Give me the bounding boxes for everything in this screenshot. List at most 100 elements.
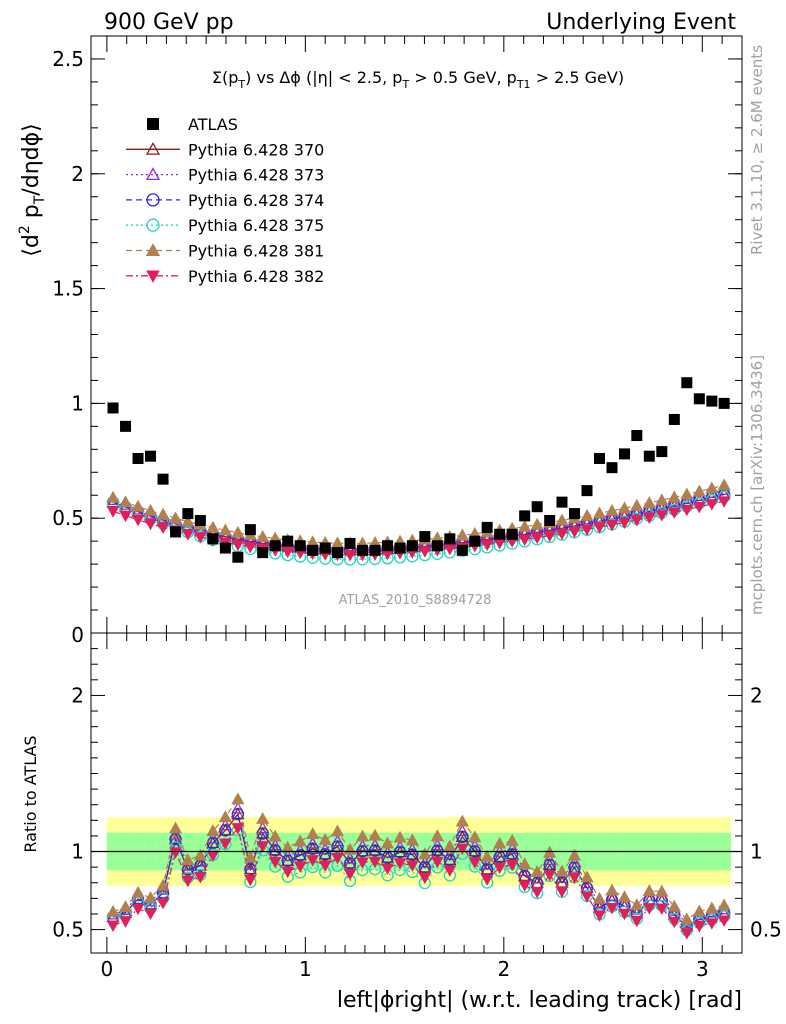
ratio-series-point	[318, 842, 332, 855]
legend-label: ATLAS	[188, 115, 238, 134]
atlas-point	[681, 377, 693, 389]
main-series-point	[143, 503, 158, 516]
main-series-line	[112, 493, 725, 551]
ratio-series-point	[655, 903, 669, 915]
atlas-point	[519, 510, 531, 522]
atlas-point	[656, 446, 668, 458]
legend-marker	[145, 141, 161, 155]
ratio-series-point	[443, 839, 457, 852]
ratio-series-point	[119, 916, 132, 928]
header-right: Underlying Event	[546, 10, 736, 35]
ratio-y-ticks: 0.5 0.5 1 1 2 2	[52, 648, 782, 942]
ratio-series-point	[318, 833, 332, 845]
atlas-point	[431, 540, 443, 552]
main-series-point	[343, 550, 357, 562]
main-series-point	[418, 546, 432, 558]
ratio-series-point	[293, 861, 307, 873]
main-series-point	[231, 539, 245, 552]
ratio-series-point	[218, 810, 232, 823]
ratio-series-point	[405, 833, 419, 846]
ratio-series-point	[480, 849, 494, 862]
ratio-series-point	[244, 874, 257, 887]
ratio-series-point	[468, 839, 482, 852]
ratio-series-point	[592, 891, 607, 904]
ratio-series-point	[630, 915, 644, 928]
ratio-series-point	[330, 824, 345, 837]
ratio-series-point	[692, 921, 706, 933]
ratio-series-point	[143, 890, 158, 903]
legend: ATLAS Pythia 6.428 370 Pythia 6.428 373 Pyt…	[126, 115, 324, 286]
ratio-y-tick-label: 0.5	[52, 918, 84, 942]
ratio-panel: 0.5 0.5 1 1 2 2 Ratio to ATLAS 0 1 2 3 left|ϕrig…	[21, 632, 782, 1013]
ratio-series-point	[156, 897, 170, 910]
ratio-series-point	[717, 915, 731, 927]
main-series-point	[518, 534, 532, 546]
ratio-series-point	[193, 858, 207, 871]
ratio-series-point	[530, 887, 544, 899]
main-series-point	[119, 510, 132, 523]
ratio-series-point	[331, 852, 344, 865]
main-series-point	[630, 498, 644, 511]
ratio-series-point	[717, 898, 731, 911]
main-series-point	[555, 513, 569, 526]
ratio-series-point	[231, 801, 245, 814]
legend-marker	[146, 193, 160, 207]
atlas-point	[706, 395, 718, 407]
ratio-series	[106, 792, 731, 940]
ratio-series-point	[194, 872, 207, 884]
ratio-series-point	[430, 856, 444, 869]
ratio-series-point	[493, 862, 507, 875]
ratio-series-point	[393, 830, 407, 843]
atlas-point	[643, 450, 655, 462]
legend-label: Pythia 6.428 374	[188, 191, 324, 210]
atlas-point	[369, 544, 381, 556]
ratio-series-point	[219, 824, 232, 837]
ratio-series-point	[430, 838, 444, 851]
ratio-series-point	[355, 829, 370, 842]
main-series-point	[680, 487, 694, 500]
main-series-point	[592, 506, 607, 519]
main-y-ticks: 0.5 1 1.5 2 2.5	[52, 47, 742, 611]
ratio-series-point	[555, 864, 569, 877]
ratio-series-point	[106, 904, 120, 917]
main-series-point	[580, 524, 594, 536]
atlas-point	[556, 496, 568, 508]
atlas-point	[606, 462, 618, 474]
main-series-point	[168, 511, 183, 524]
ratio-x-ticks	[106, 633, 723, 953]
main-series-point	[455, 528, 469, 541]
ratio-y-label: Ratio to ATLAS	[21, 735, 40, 852]
main-series-point	[330, 536, 345, 549]
mcplots-credit: mcplots.cern.ch [arXiv:1306.3436]	[748, 355, 766, 615]
x-tick-label: 2	[497, 957, 510, 981]
ratio-series-point	[131, 885, 145, 898]
ratio-series-point	[393, 858, 407, 870]
ratio-series-point	[306, 827, 320, 840]
atlas-point	[419, 531, 431, 543]
main-series-point	[118, 495, 133, 508]
ratio-series-point	[306, 836, 320, 849]
ratio-series-point	[243, 850, 257, 863]
ratio-series-point	[456, 830, 469, 844]
atlas-point	[207, 533, 219, 545]
atlas-point	[456, 544, 468, 556]
main-series-point	[555, 528, 569, 541]
atlas-point	[382, 540, 394, 552]
atlas-point	[282, 535, 294, 547]
atlas-point	[170, 526, 182, 538]
ratio-y-tick-label-right: 1	[750, 840, 763, 864]
ratio-series-point	[368, 838, 382, 851]
ratio-series-point	[380, 836, 395, 849]
ratio-series-point	[168, 821, 183, 834]
ratio-series-point	[667, 916, 681, 929]
atlas-point	[294, 540, 306, 552]
ratio-series-point	[231, 808, 245, 821]
main-series-point	[156, 522, 170, 534]
ratio-series-point	[455, 824, 469, 837]
ratio-series-point	[106, 920, 120, 933]
atlas-point	[107, 402, 119, 414]
main-series-point	[181, 514, 195, 527]
ratio-series-point	[156, 878, 170, 891]
ratio-series-point	[705, 918, 719, 930]
main-series-point	[655, 510, 669, 522]
